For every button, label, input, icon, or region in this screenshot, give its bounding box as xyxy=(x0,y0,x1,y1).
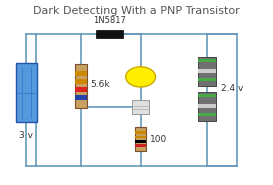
Bar xyxy=(135,144,146,147)
Text: 5.6k: 5.6k xyxy=(91,80,110,89)
Text: 2.4 v: 2.4 v xyxy=(221,84,244,93)
Bar xyxy=(135,131,146,134)
Bar xyxy=(135,127,146,151)
Bar xyxy=(198,59,216,62)
Bar xyxy=(75,71,87,76)
Bar xyxy=(198,113,216,116)
Bar xyxy=(132,100,149,114)
Bar xyxy=(75,64,87,108)
Bar xyxy=(96,30,123,38)
Bar xyxy=(198,94,216,97)
Bar xyxy=(198,69,216,73)
Bar xyxy=(198,78,216,81)
Bar xyxy=(16,63,37,122)
Bar xyxy=(75,87,87,92)
Circle shape xyxy=(126,67,156,87)
Bar xyxy=(198,57,216,86)
Bar xyxy=(135,135,146,138)
Text: 100: 100 xyxy=(150,135,168,144)
Bar xyxy=(75,95,87,100)
Bar xyxy=(198,104,216,108)
Text: 3 v: 3 v xyxy=(19,131,34,140)
Bar xyxy=(75,79,87,84)
Text: Dark Detecting With a PNP Transistor: Dark Detecting With a PNP Transistor xyxy=(33,6,240,16)
Bar xyxy=(135,140,146,143)
Bar xyxy=(198,92,216,120)
Text: 1N5817: 1N5817 xyxy=(93,16,126,25)
